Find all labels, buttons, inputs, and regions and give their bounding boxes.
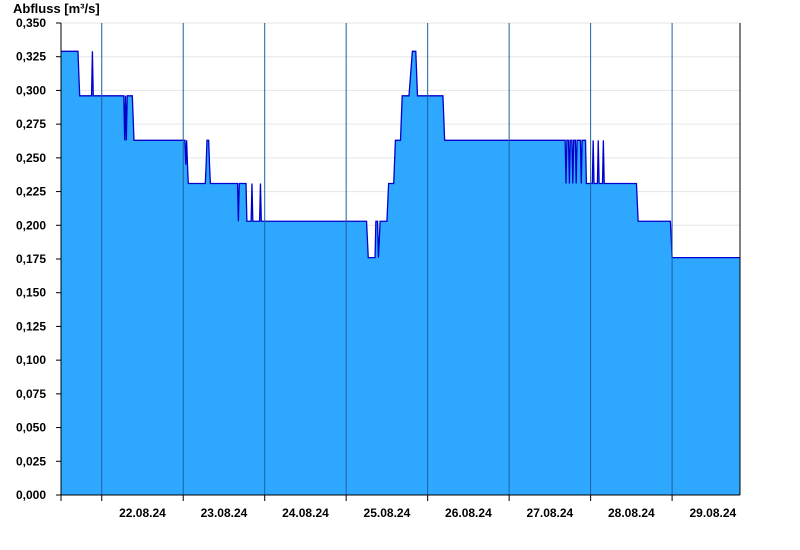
x-tick-label: 28.08.24: [608, 506, 655, 520]
y-tick-label: 0,200: [16, 218, 46, 232]
x-tick-label: 26.08.24: [445, 506, 492, 520]
y-tick-label: 0,350: [16, 16, 46, 30]
y-tick-label: 0,300: [16, 83, 46, 97]
x-tick-label: 25.08.24: [364, 506, 411, 520]
y-tick-label: 0,050: [16, 421, 46, 435]
y-tick-label: 0,150: [16, 286, 46, 300]
x-tick-labels: 22.08.24 23.08.24 24.08.24 25.08.24 26.08.24…: [119, 506, 736, 520]
y-tick-label: 0,025: [16, 454, 46, 468]
x-tick-label: 27.08.24: [527, 506, 574, 520]
axes: [56, 22, 741, 501]
y-axis-title: Abfluss [m³/s]: [13, 1, 100, 16]
x-tick-label: 22.08.24: [119, 506, 166, 520]
x-tick-label: 24.08.24: [282, 506, 329, 520]
y-tick-labels: 0,000 0,025 0,050 0,075 0,100 0,125 0,150 0,175…: [16, 16, 46, 502]
y-tick-label: 0,075: [16, 387, 46, 401]
y-tick-label: 0,000: [16, 488, 46, 502]
y-tick-label: 0,275: [16, 117, 46, 131]
y-tick-label: 0,325: [16, 50, 46, 64]
y-tick-label: 0,225: [16, 185, 46, 199]
x-tick-label: 23.08.24: [201, 506, 248, 520]
y-tick-label: 0,100: [16, 353, 46, 367]
y-tick-label: 0,175: [16, 252, 46, 266]
discharge-area: [61, 51, 740, 495]
day-separators: [101, 23, 673, 495]
y-tick-label: 0,250: [16, 151, 46, 165]
y-tick-label: 0,125: [16, 319, 46, 333]
discharge-line: [61, 50, 740, 259]
plot-area: [61, 50, 740, 495]
x-tick-label: 29.08.24: [689, 506, 736, 520]
